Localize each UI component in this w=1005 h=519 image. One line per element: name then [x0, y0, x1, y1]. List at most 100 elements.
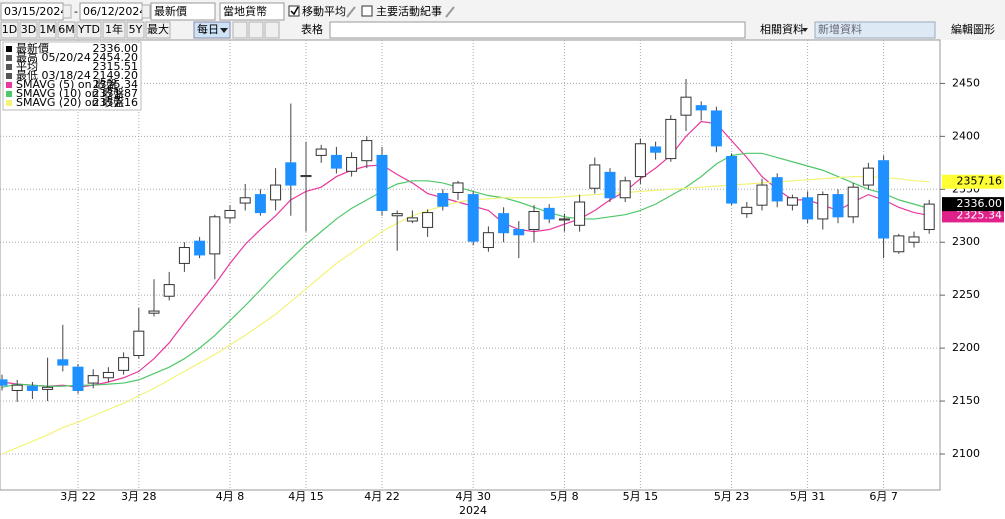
candle-body: [42, 386, 54, 390]
candle-body: [726, 155, 738, 204]
candle-body: [330, 154, 342, 169]
price-field-box[interactable]: [150, 2, 216, 21]
candle-body: [893, 235, 905, 253]
related-button[interactable]: 相關資料: [760, 22, 804, 36]
x-tick-label: 5月 15: [623, 490, 659, 503]
legend-swatch: [6, 82, 12, 88]
legend-swatch: [6, 91, 12, 97]
date-separator: -: [74, 5, 78, 18]
x-axis-label: 2024: [459, 504, 487, 517]
candle-body: [908, 236, 920, 243]
checkbox[interactable]: [288, 5, 300, 17]
candle-body: [406, 217, 418, 222]
legend-box: [2, 41, 142, 111]
end-date[interactable]: 06/12/2024: [83, 5, 146, 18]
candle-body: [741, 206, 753, 215]
events-label[interactable]: 主要活動紀事: [376, 4, 442, 18]
candle-body: [118, 357, 130, 371]
range-button[interactable]: [38, 21, 57, 39]
range-button[interactable]: [57, 21, 76, 39]
legend-label: 最低 03/18/24: [16, 69, 91, 82]
start-date[interactable]: 03/15/2024: [4, 5, 67, 18]
edit-button[interactable]: 編輯圖形: [951, 22, 995, 36]
range-label[interactable]: 1年: [105, 22, 123, 36]
value-tag-label: 2336.00: [957, 197, 1003, 210]
add-data-box[interactable]: [814, 21, 936, 39]
value-tag-label: 2357.16: [957, 175, 1003, 188]
dropdown-arrow: [802, 28, 808, 32]
candle-body: [604, 171, 616, 199]
candle-body: [11, 384, 23, 391]
range-button[interactable]: [19, 21, 38, 39]
range-label[interactable]: 1M: [39, 23, 56, 36]
x-tick-label: 6月 7: [869, 490, 898, 503]
currency-box[interactable]: [219, 2, 285, 21]
table-button[interactable]: 表格: [301, 22, 323, 36]
add-data[interactable]: 新增資料: [818, 22, 862, 36]
candle-body: [239, 197, 251, 204]
x-tick-label: 3月 22: [60, 490, 96, 503]
value-tag-label: 2325.34: [957, 208, 1003, 221]
candle-body: [482, 232, 494, 249]
pencil-icon[interactable]: [346, 6, 356, 18]
candle-body: [467, 194, 479, 242]
calendar-icon[interactable]: [141, 4, 151, 19]
range-label[interactable]: 1D: [2, 23, 17, 36]
range-button[interactable]: [76, 21, 102, 39]
frequency-box[interactable]: [193, 21, 231, 39]
value-tag: [942, 197, 1004, 212]
range-label[interactable]: 6M: [58, 23, 75, 36]
candle-body: [26, 385, 38, 391]
candle-body: [178, 247, 190, 264]
pencil-icon[interactable]: [445, 6, 455, 18]
range-button[interactable]: [126, 21, 145, 39]
price-field[interactable]: 最新價: [154, 4, 187, 18]
frequency[interactable]: 每日: [197, 22, 219, 36]
range-label[interactable]: 3D: [21, 23, 36, 36]
value-tag: [942, 208, 1004, 223]
candle-body: [57, 359, 69, 366]
legend-icon: [6, 64, 12, 70]
candle-body: [0, 379, 8, 386]
x-tick-label: 5月 23: [714, 490, 750, 503]
candle-body: [270, 184, 282, 201]
candle-body: [574, 201, 586, 226]
range-label[interactable]: 最大: [147, 22, 169, 36]
x-tick-label: 4月 8: [216, 490, 245, 503]
calendar-icon[interactable]: [62, 4, 72, 19]
value-tag: [942, 174, 1004, 189]
candle-body: [437, 193, 449, 207]
candle-body: [832, 194, 844, 218]
button[interactable]: [264, 21, 280, 39]
legend-label: SMAVG (5) on 收盤: [16, 77, 117, 91]
range-label[interactable]: 5Y: [129, 23, 143, 36]
range-label[interactable]: YTD: [77, 23, 100, 36]
candle-body: [376, 154, 388, 211]
range-button[interactable]: [0, 21, 19, 39]
search-box[interactable]: [329, 21, 746, 39]
legend-value: 2336.00: [93, 42, 139, 55]
range-button[interactable]: [145, 21, 171, 39]
legend-label: 最新價: [16, 41, 49, 55]
candle-body: [695, 105, 707, 111]
candle-body: [346, 157, 358, 172]
dropdown-arrow: [220, 28, 228, 33]
button[interactable]: [232, 21, 248, 39]
candle-body: [710, 110, 722, 147]
y-tick-label: 2200: [952, 341, 980, 354]
checkbox[interactable]: [361, 5, 373, 17]
candle-body: [680, 96, 692, 116]
range-button[interactable]: [102, 21, 126, 39]
candle-body: [665, 118, 677, 160]
ma-line: [1, 152, 930, 388]
button[interactable]: [248, 21, 264, 39]
candle-body: [361, 140, 373, 162]
currency[interactable]: 當地貨幣: [223, 4, 267, 18]
moving-avg-label[interactable]: 移動平均: [302, 4, 346, 18]
candle-body: [102, 371, 114, 379]
candle-body: [224, 209, 236, 219]
legend-label: SMAVG (10) on 收盤: [16, 86, 124, 100]
